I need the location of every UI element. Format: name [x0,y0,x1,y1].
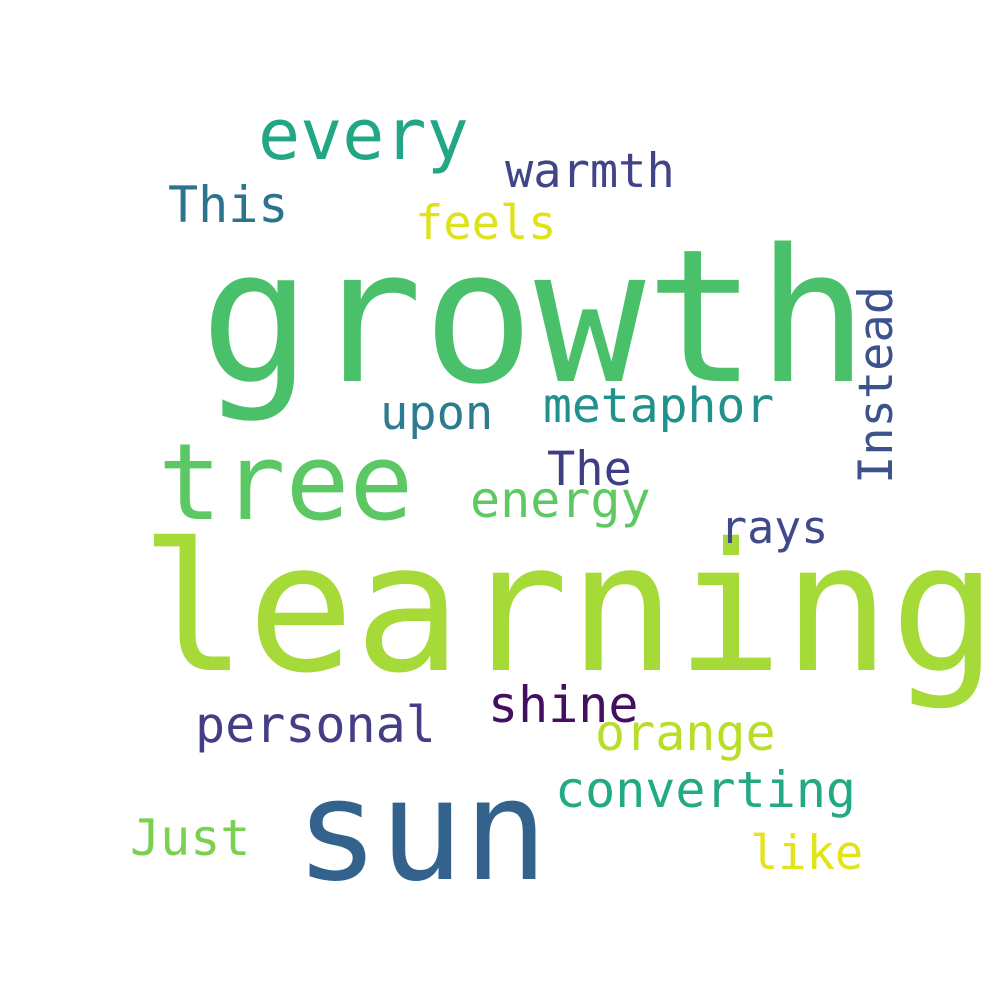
word-feels: feels [415,196,557,251]
word-instead: Instead [849,285,904,484]
word-just: Just [130,809,251,867]
word-tree: tree [158,421,414,544]
word-shine: shine [488,676,639,734]
word-sun: sun [295,750,548,913]
word-metaphor: metaphor [543,378,775,434]
word-the: The [547,442,632,497]
word-personal: personal [195,696,436,754]
word-this: This [168,176,289,234]
word-orange: orange [595,704,776,762]
word-energy: energy [470,471,651,529]
word-every: every [258,94,469,176]
word-growth: growth [200,209,869,425]
word-learning: learning [140,505,998,712]
word-like: like [750,826,864,881]
word-warmth: warmth [505,144,675,199]
word-upon: upon [380,386,494,441]
word-converting: converting [555,761,857,819]
word-rays: rays [720,501,829,554]
